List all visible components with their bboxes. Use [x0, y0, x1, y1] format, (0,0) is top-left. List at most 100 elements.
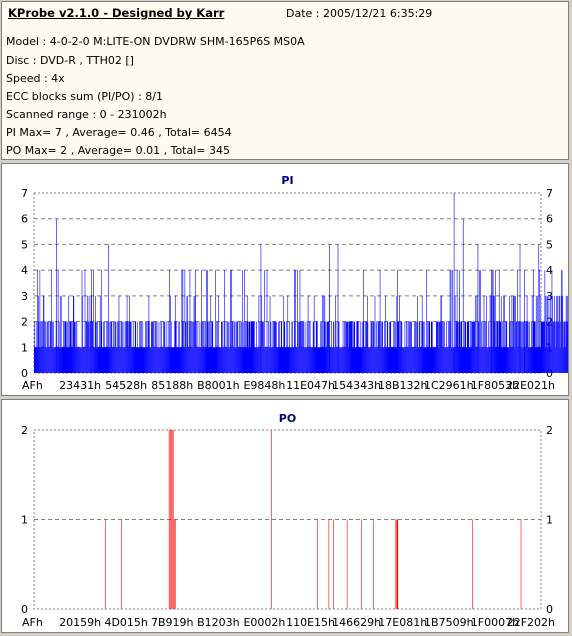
- pi-bar: [261, 321, 263, 373]
- pi-bar: [547, 295, 548, 373]
- pi-bar: [266, 270, 268, 373]
- pi-bar: [511, 347, 512, 373]
- pi-bar: [428, 321, 430, 373]
- pi-xtick: 154343h: [332, 379, 381, 392]
- pi-bar: [378, 321, 380, 373]
- pi-bar: [562, 321, 564, 373]
- app-title: KProbe v2.1.0 - Designed by Karr: [8, 6, 225, 20]
- pi-bar: [499, 321, 501, 373]
- pi-bar: [163, 321, 164, 373]
- pi-bar: [562, 295, 563, 373]
- pi-bar: [559, 295, 560, 373]
- pi-bar: [75, 321, 77, 373]
- pi-bar: [486, 347, 488, 373]
- pi-bar: [185, 321, 187, 373]
- pi-bar: [115, 321, 116, 373]
- pi-bar: [109, 321, 111, 373]
- pi-bar: [472, 321, 474, 373]
- pi-bar: [154, 321, 156, 373]
- pi-bar: [107, 321, 108, 373]
- pi-bar: [195, 321, 197, 373]
- pi-bar: [298, 321, 300, 373]
- pi-bar: [446, 347, 448, 373]
- pi-bar: [387, 321, 388, 373]
- pi-bar: [334, 347, 335, 373]
- pi-bar: [464, 321, 466, 373]
- pi-bar: [552, 295, 553, 373]
- pi-bar: [506, 321, 507, 373]
- pi-bar: [328, 321, 329, 373]
- pi-bar: [520, 347, 522, 373]
- pi-bar: [299, 270, 301, 373]
- pi-bar: [448, 321, 449, 373]
- pi-bar: [337, 244, 339, 373]
- pi-bar: [434, 347, 435, 373]
- pi-bar: [191, 347, 193, 373]
- pi-bar: [242, 270, 243, 373]
- pi-bar: [187, 321, 189, 373]
- pi-bar: [255, 347, 257, 373]
- pi-bar: [465, 347, 467, 373]
- pi-bar: [478, 321, 480, 373]
- pi-bar: [469, 347, 471, 373]
- pi-bar: [390, 321, 392, 373]
- pi-bar: [41, 347, 43, 373]
- pi-bar: [407, 321, 409, 373]
- pi-bar: [316, 347, 318, 373]
- pi-bar: [243, 347, 245, 373]
- pi-bar: [128, 321, 130, 373]
- pi-bar: [34, 347, 35, 373]
- pi-bar: [40, 347, 42, 373]
- pi-bar: [505, 321, 507, 373]
- pi-bar: [37, 347, 39, 373]
- pi-bar: [270, 347, 272, 373]
- pi-bar: [240, 347, 242, 373]
- pi-bar: [458, 321, 459, 373]
- pi-bar: [550, 295, 551, 373]
- pi-bar: [167, 321, 169, 373]
- pi-bar: [140, 321, 142, 373]
- pi-bar: [532, 347, 533, 373]
- po-bar: [396, 519, 398, 609]
- pi-bar: [139, 321, 141, 373]
- pi-bar: [377, 347, 378, 373]
- pi-bar: [283, 321, 285, 373]
- pi-bar: [515, 321, 517, 373]
- pi-bar: [232, 321, 233, 373]
- pi-bar: [491, 270, 492, 373]
- pi-bar: [64, 321, 66, 373]
- pi-bar: [329, 244, 330, 373]
- pi-bar: [438, 347, 440, 373]
- pi-bar: [177, 347, 179, 373]
- pi-bar: [356, 321, 358, 373]
- pi-bar: [108, 347, 110, 373]
- pi-bar: [508, 347, 510, 373]
- po-xtick: 20159h: [59, 616, 101, 629]
- pi-bar: [509, 321, 511, 373]
- pi-bar: [545, 347, 547, 373]
- pi-bar: [360, 321, 362, 373]
- pi-bar: [175, 321, 177, 373]
- pi-bar: [322, 347, 324, 373]
- pi-stats-line: PI Max= 7 , Average= 0.46 , Total= 6454: [6, 126, 232, 139]
- pi-bar: [430, 321, 432, 373]
- pi-bar: [501, 347, 503, 373]
- pi-bar: [311, 347, 312, 373]
- pi-bar: [499, 321, 501, 373]
- pi-bar: [349, 321, 351, 373]
- pi-bar: [496, 321, 498, 373]
- pi-bar: [228, 321, 229, 373]
- pi-ytick-left: 6: [21, 213, 28, 226]
- pi-bar: [432, 321, 433, 373]
- pi-bar: [104, 347, 106, 373]
- pi-bar: [407, 347, 408, 373]
- pi-bar: [537, 347, 539, 373]
- pi-bar: [495, 270, 496, 373]
- pi-bar: [254, 347, 256, 373]
- pi-bar: [560, 321, 561, 373]
- pi-bar: [76, 347, 77, 373]
- pi-bar: [332, 347, 333, 373]
- pi-bar: [440, 295, 442, 373]
- pi-bar: [192, 347, 194, 373]
- pi-bar: [165, 347, 166, 373]
